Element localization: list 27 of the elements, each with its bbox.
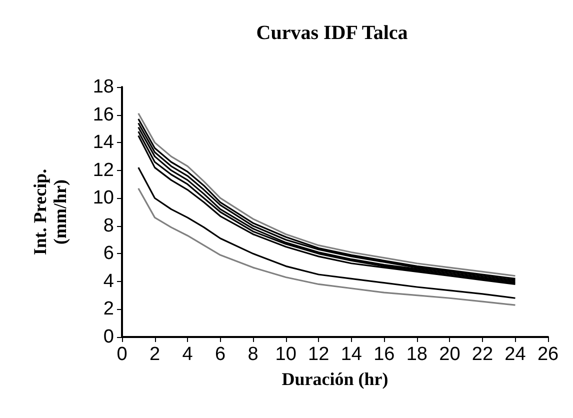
x-tick-label: 26 bbox=[537, 344, 559, 365]
x-tick-label: 20 bbox=[439, 344, 460, 365]
x-tick-label: 18 bbox=[406, 344, 428, 365]
y-tick-label: 2 bbox=[103, 298, 114, 320]
x-tick-label: 16 bbox=[374, 344, 395, 365]
x-tick-label: 22 bbox=[472, 344, 494, 365]
y-tick-label: 14 bbox=[92, 132, 114, 154]
x-axis-title: Duración (hr) bbox=[282, 368, 388, 389]
x-tick-label: 2 bbox=[149, 344, 160, 365]
y-tick-label: 10 bbox=[92, 188, 114, 209]
x-tick-label: 10 bbox=[275, 344, 296, 365]
y-tick-label: 4 bbox=[103, 270, 114, 292]
x-tick-label: 8 bbox=[248, 344, 258, 365]
y-tick-label: 0 bbox=[103, 326, 114, 348]
x-tick-label: 14 bbox=[340, 344, 362, 365]
y-axis-title: Int. Precip. (mm/hr) bbox=[30, 168, 70, 256]
y-tick-label: 12 bbox=[92, 160, 114, 181]
x-tick-label: 0 bbox=[116, 344, 128, 365]
y-tick-label: 16 bbox=[92, 104, 114, 126]
x-tick-label: 24 bbox=[504, 344, 526, 365]
chart-title: Curvas IDF Talca bbox=[256, 22, 408, 44]
y-tick-label: 8 bbox=[103, 215, 114, 236]
y-tick-label: 6 bbox=[103, 243, 114, 264]
x-tick-label: 6 bbox=[215, 344, 226, 365]
y-tick-label: 18 bbox=[92, 76, 114, 98]
x-tick-label: 12 bbox=[308, 344, 330, 365]
x-tick-label: 4 bbox=[182, 344, 194, 365]
